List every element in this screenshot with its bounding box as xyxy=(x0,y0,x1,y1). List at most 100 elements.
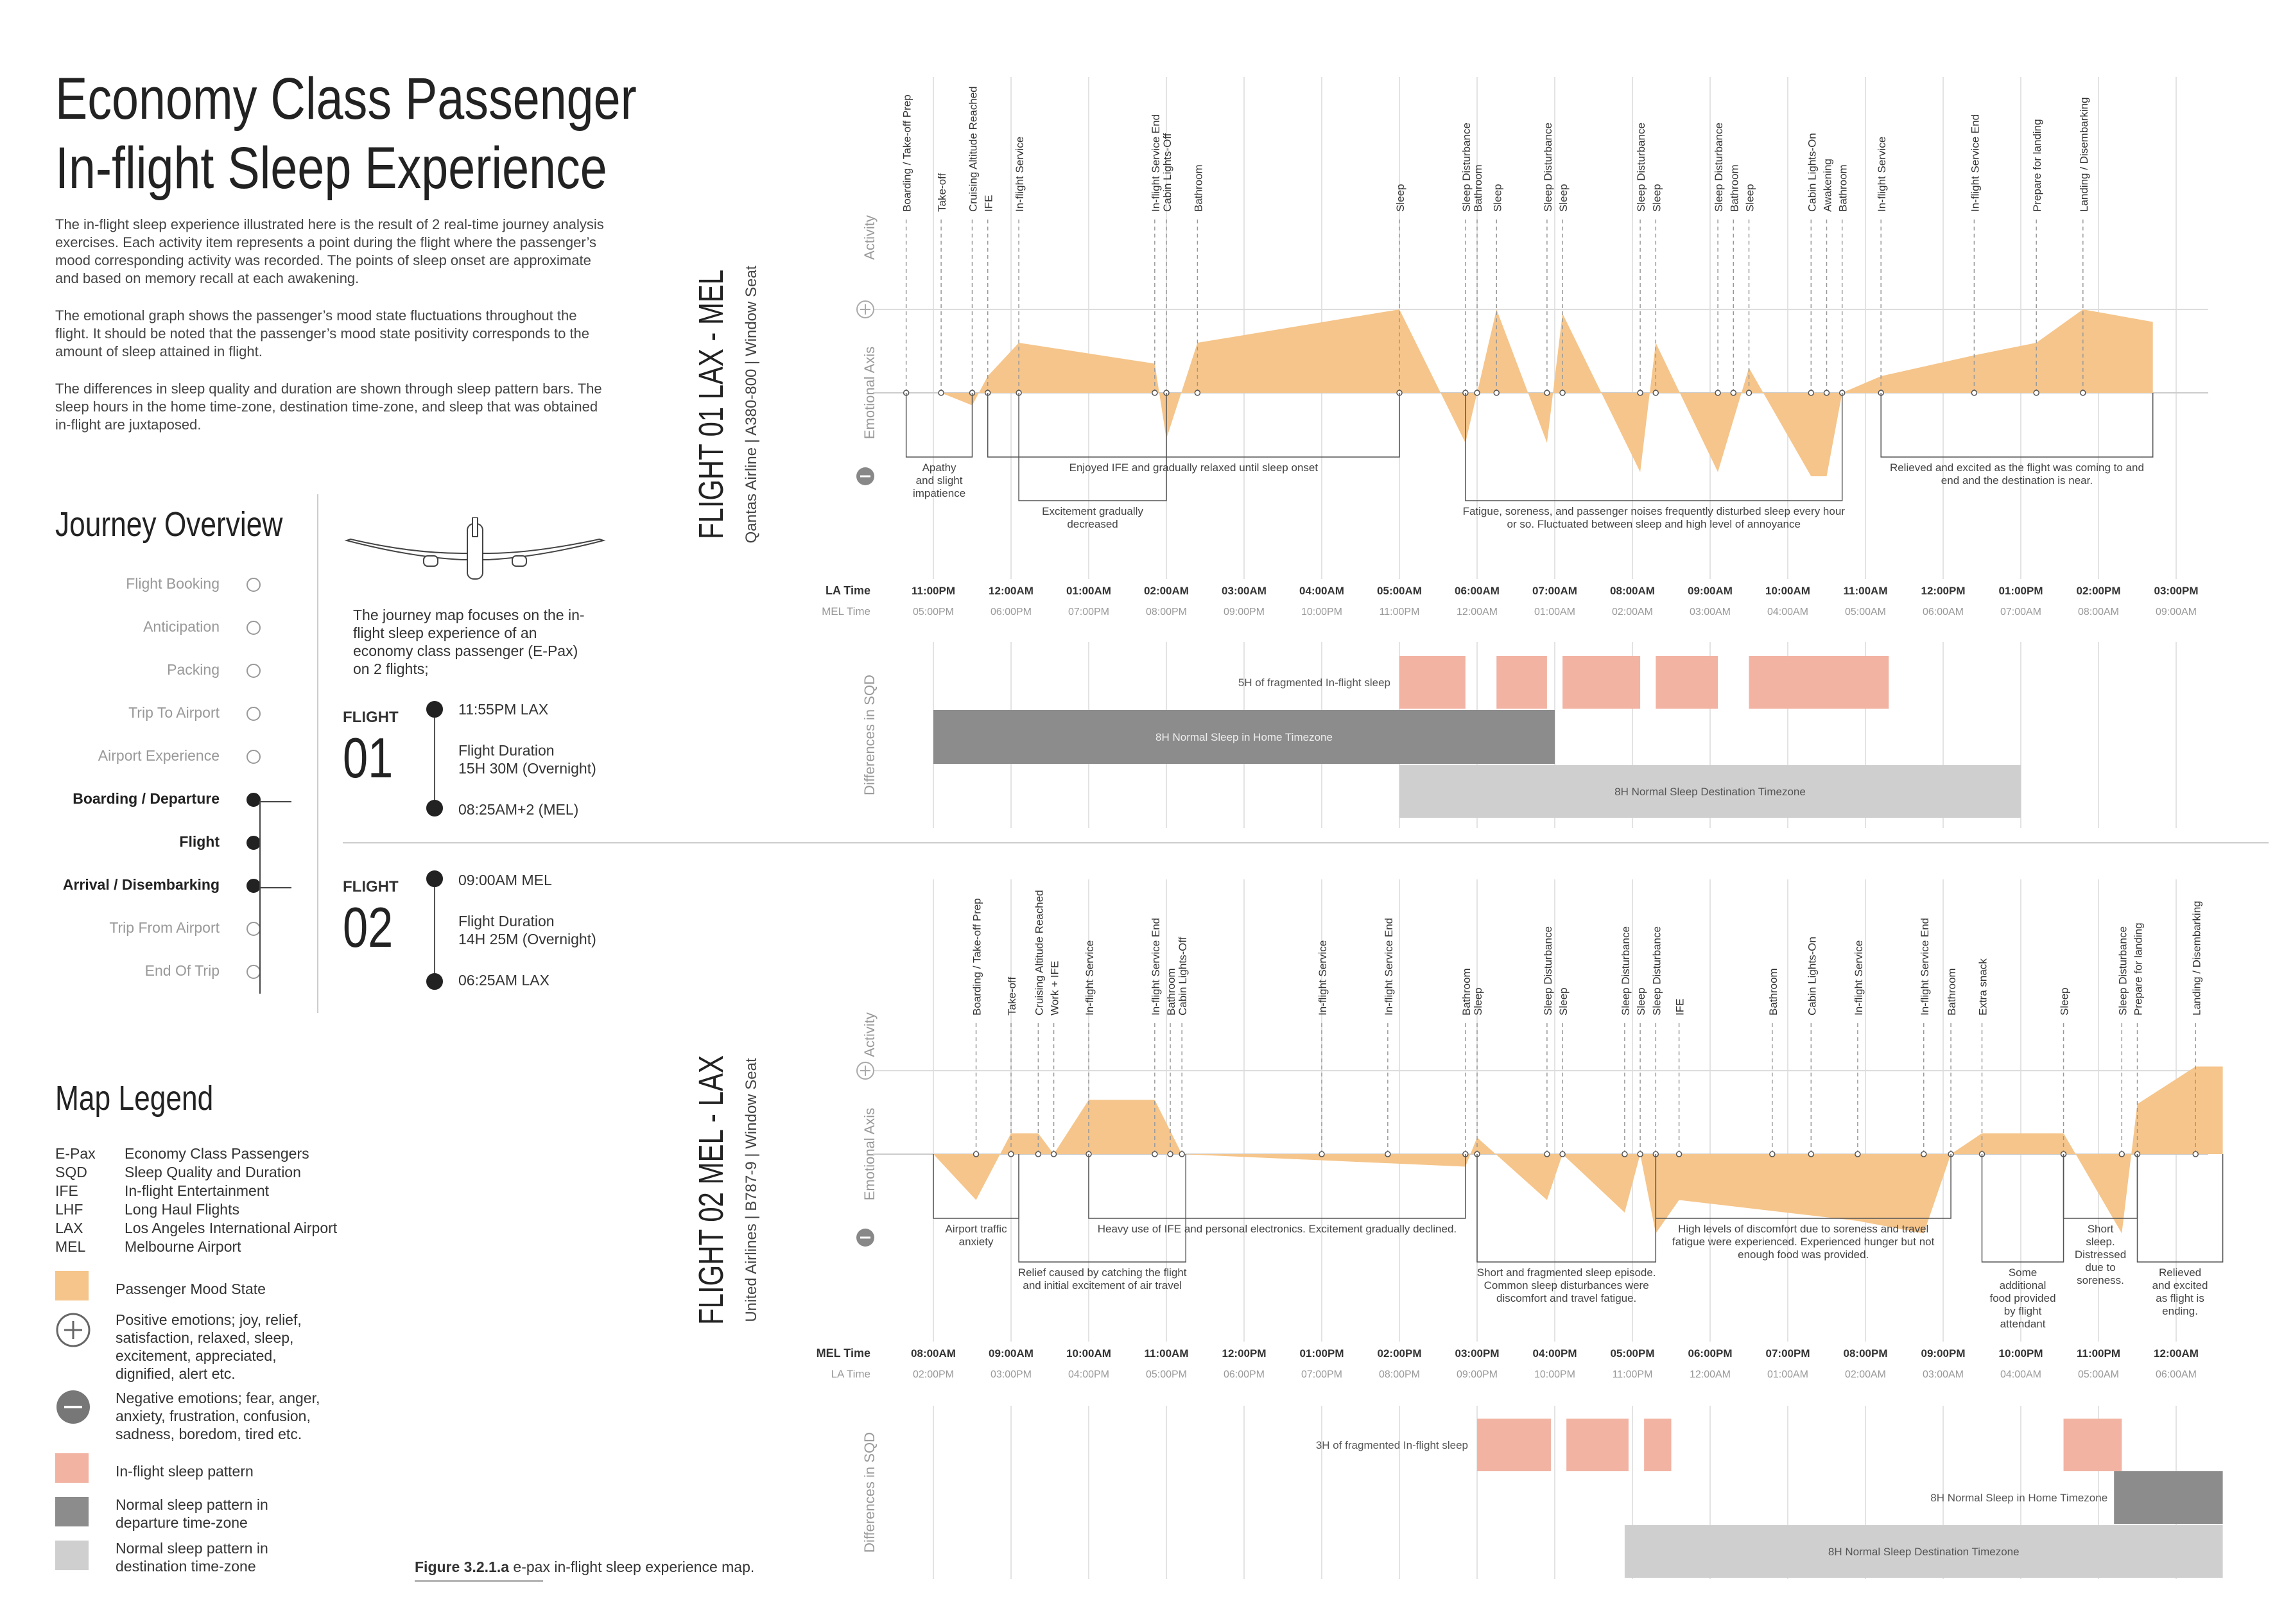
legend-dest-swatch xyxy=(55,1541,89,1570)
activity-label: Take-off xyxy=(1006,977,1018,1015)
annotation-text: sleep. xyxy=(2086,1236,2115,1248)
time-tick-label: 03:00PM xyxy=(1455,1347,1500,1360)
activity-point xyxy=(1474,390,1480,396)
activity-point xyxy=(1745,390,1752,396)
minus-circle-icon xyxy=(56,1390,90,1424)
legend-mood-swatch xyxy=(55,1271,89,1300)
annotation-text: soreness. xyxy=(2077,1274,2124,1286)
journey-stage-label: Flight xyxy=(179,833,220,850)
activity-point xyxy=(1544,1151,1550,1157)
time-tick-label: 01:00AM xyxy=(1767,1369,1808,1380)
activity-point xyxy=(1715,390,1721,396)
legend-abbr-meaning: In-flight Entertainment xyxy=(125,1182,270,1199)
time-tick-label: 09:00PM xyxy=(1224,607,1265,618)
time-tick-label: 03:00PM xyxy=(2154,585,2199,597)
time-tick-label: 09:00PM xyxy=(1921,1347,1966,1360)
activity-label: Sleep xyxy=(1472,988,1484,1015)
home-sleep-bar xyxy=(2114,1471,2223,1524)
activity-label: Prepare for landing xyxy=(2133,922,2145,1015)
time-tick-label: 01:00PM xyxy=(1300,1347,1344,1360)
activity-point xyxy=(2192,1151,2199,1157)
activity-label: Cabin Lights-Off xyxy=(1177,937,1189,1015)
time-tick-label: 01:00AM xyxy=(1534,607,1575,618)
activity-point xyxy=(1167,1151,1173,1157)
annotation-text: enough food was provided. xyxy=(1738,1248,1869,1261)
inflight-sleep-bar xyxy=(1644,1419,1672,1471)
time-tick-label: 12:00AM xyxy=(1457,607,1498,618)
annotation-text: and initial excitement of air travel xyxy=(1023,1279,1182,1291)
annotation-text: Excitement gradually xyxy=(1042,505,1143,517)
legend-abbr-meaning: Economy Class Passengers xyxy=(125,1145,309,1162)
activity-label: Sleep xyxy=(1394,184,1406,212)
annotation-text: Relief caused by catching the flight xyxy=(1018,1266,1187,1279)
time-tick-label: 10:00PM xyxy=(1301,607,1342,618)
time-tick-label: 10:00PM xyxy=(1999,1347,2043,1360)
activity-point xyxy=(1008,1151,1014,1157)
annotation-text: discomfort and travel fatigue. xyxy=(1496,1292,1636,1304)
time-tick-label: 09:00PM xyxy=(1457,1369,1498,1380)
time-tick-label: 12:00PM xyxy=(1921,585,1966,597)
time-tick-label: 07:00AM xyxy=(2000,607,2041,618)
annotation-text: fatigue were experienced. Experienced hu… xyxy=(1672,1236,1935,1248)
activity-label: Sleep xyxy=(2059,988,2071,1015)
time-tick-label: 05:00PM xyxy=(913,607,954,618)
annotation-text: end and the destination is near. xyxy=(1941,474,2093,487)
annotation-text: ending. xyxy=(2162,1305,2198,1317)
annotation-bracket xyxy=(1880,393,2154,458)
activity-point xyxy=(1675,1151,1683,1157)
activity-label: Sleep xyxy=(1557,184,1570,212)
activity-label: Cabin Lights-On xyxy=(1806,937,1818,1015)
plus-circle-icon xyxy=(56,1313,91,1347)
journey-stage-label: Anticipation xyxy=(143,618,220,635)
time-tick-label: 08:00PM xyxy=(1844,1347,1888,1360)
inflight-sleep-bar xyxy=(1477,1419,1551,1471)
journey-stage-dot xyxy=(247,750,261,764)
sqd-axis-label: Differences in SQD xyxy=(861,675,878,795)
flight-02-arrive-dot xyxy=(426,973,443,990)
annotation-bracket xyxy=(905,393,973,458)
activity-point xyxy=(973,1151,980,1157)
activity-label: Work + IFE xyxy=(1049,961,1061,1015)
activity-label: Bathroom xyxy=(1837,164,1849,212)
activity-axis-label: Activity xyxy=(861,215,878,260)
sqd-axis-label: Differences in SQD xyxy=(861,1432,878,1553)
time-tick-label: 07:00AM xyxy=(1532,585,1577,597)
annotation-text: Relieved and excited as the flight was c… xyxy=(1890,462,2144,474)
activity-label: Sleep xyxy=(1744,184,1756,212)
time-tick-label: 09:00AM xyxy=(989,1347,1034,1360)
time-tick-label: 08:00AM xyxy=(1610,585,1655,597)
annotation-text: and excited xyxy=(2152,1279,2208,1291)
dest-sleep-label: 8H Normal Sleep Destination Timezone xyxy=(1614,786,1806,798)
time-tick-label: 12:00AM xyxy=(2154,1347,2199,1360)
inflight-sleep-bar xyxy=(1496,656,1547,709)
time-tick-label: 05:00AM xyxy=(2078,1369,2119,1380)
dest-sleep-bar xyxy=(1624,1525,2223,1578)
activity-point xyxy=(1385,1151,1391,1157)
activity-label: Sleep Disturbance xyxy=(1620,926,1632,1015)
flight-02-depart-dot xyxy=(426,870,443,887)
time-tick-label: 12:00AM xyxy=(1690,1369,1731,1380)
activity-point xyxy=(1319,1151,1325,1157)
flight-01-arrive: 08:25AM+2 (MEL) xyxy=(458,801,579,818)
flight-01-line xyxy=(434,718,435,801)
activity-point xyxy=(1194,390,1201,396)
activity-point xyxy=(1622,1151,1628,1157)
time-tick-label: 06:00AM xyxy=(2156,1369,2197,1380)
annotation-bracket xyxy=(2136,1154,2224,1263)
time-tick-label: 02:00AM xyxy=(1845,1369,1886,1380)
time-row-label: LA Time xyxy=(831,1368,870,1380)
legend-abbr: LHF xyxy=(55,1201,83,1218)
time-tick-label: 06:00PM xyxy=(991,607,1032,618)
flight-01-depart-dot xyxy=(426,701,443,718)
journey-overview-heading: Journey Overview xyxy=(55,505,283,544)
activity-label: Bathroom xyxy=(1460,968,1473,1015)
time-tick-label: 09:00AM xyxy=(1688,585,1733,597)
annotation-text: Heavy use of IFE and personal electronic… xyxy=(1098,1223,1457,1235)
flight-2-chart: FLIGHT 02 MEL - LAX United Airlines | B78… xyxy=(692,879,2224,1579)
legend-abbr: LAX xyxy=(55,1220,83,1236)
annotation-text: Distressed xyxy=(2075,1248,2126,1261)
journey-stage-label: End Of Trip xyxy=(144,962,220,979)
time-tick-label: 05:00AM xyxy=(1377,585,1422,597)
journey-stage-dot xyxy=(247,664,261,678)
